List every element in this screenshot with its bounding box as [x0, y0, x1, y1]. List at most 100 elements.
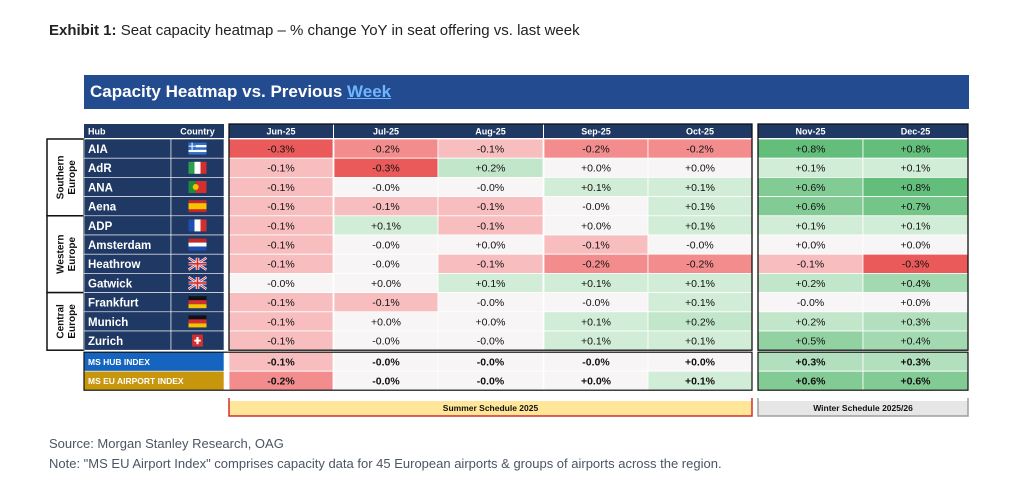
heat-value: +0.1%: [795, 220, 825, 232]
winter-schedule-label: Winter Schedule 2025/26: [813, 403, 913, 413]
heat-value: +0.6%: [795, 201, 825, 213]
heat-value: +0.0%: [900, 297, 930, 309]
winter-schedule-bar: [758, 401, 968, 416]
portugal-flag-icon: [188, 181, 207, 193]
heat-value: +0.1%: [685, 201, 715, 213]
heat-value: +0.4%: [900, 336, 930, 348]
heat-value: +0.1%: [685, 336, 715, 348]
winter-schedule-bracket: [757, 398, 969, 417]
heat-value: +0.1%: [475, 278, 505, 290]
index-value: +0.3%: [795, 357, 826, 369]
hub-label: Munich: [88, 317, 128, 329]
heat-value: -0.0%: [477, 297, 504, 309]
index-value: +0.0%: [581, 376, 612, 388]
heatmap-banner: Capacity Heatmap vs. Previous Week: [84, 75, 969, 109]
header-hub-cell: [84, 124, 224, 138]
heat-value: +0.7%: [900, 201, 930, 213]
heat-value: -0.1%: [267, 240, 294, 252]
hub-label: Zurich: [88, 336, 123, 348]
heat-value: -0.1%: [267, 163, 294, 175]
summer-schedule-bar: [229, 401, 752, 416]
heat-value: -0.0%: [477, 182, 504, 194]
winter-table-border: [757, 123, 969, 351]
spain-flag-icon: [188, 200, 207, 213]
heat-value: -0.0%: [372, 259, 399, 271]
hub-label: AdR: [88, 163, 112, 175]
hub-label: ANA: [88, 182, 113, 194]
heat-value: +0.1%: [900, 220, 930, 232]
netherlands-flag-icon: [188, 238, 207, 251]
index-value: +0.6%: [900, 376, 931, 388]
heat-value: +0.1%: [581, 182, 611, 194]
heat-value: +0.1%: [685, 297, 715, 309]
hub-label: Gatwick: [88, 278, 133, 290]
germany-flag-icon: [188, 315, 207, 328]
heat-value: +0.0%: [685, 163, 715, 175]
group-label: WesternEurope: [56, 235, 79, 274]
heat-value: -0.1%: [267, 182, 294, 194]
header-country-label: Country: [180, 127, 215, 137]
hub-label: Heathrow: [88, 259, 140, 271]
heat-value: -0.2%: [582, 259, 609, 271]
footnote: Note: "MS EU Airport Index" comprises ca…: [49, 456, 722, 471]
group-cell: [46, 215, 85, 294]
heat-value: +0.2%: [685, 316, 715, 328]
header-month-cell: [863, 124, 968, 138]
heat-value: +0.0%: [795, 240, 825, 252]
heat-value: -0.1%: [372, 297, 399, 309]
header-month-Jun-25: Jun-25: [266, 127, 295, 137]
index-value: -0.0%: [582, 357, 610, 369]
heat-value: +0.2%: [795, 278, 825, 290]
header-month-cell: [758, 124, 863, 138]
heat-value: +0.6%: [795, 182, 825, 194]
header-month-cell: [544, 124, 648, 138]
heat-value: -0.1%: [267, 336, 294, 348]
heat-value: +0.2%: [475, 163, 505, 175]
switzerland-flag-icon: [192, 334, 203, 347]
heat-value: -0.1%: [477, 259, 504, 271]
hub-label: Aena: [88, 202, 117, 214]
heatmap-chart: Hub Country Jun-25 Jul-25 Aug-25 Sep-25 Oct-25…: [46, 123, 969, 417]
heat-value: +0.0%: [900, 240, 930, 252]
heat-value: +0.8%: [795, 144, 825, 156]
heat-value: -0.1%: [267, 297, 294, 309]
index-summer-border: [83, 351, 753, 391]
heat-value: -0.2%: [582, 144, 609, 156]
heat-value: +0.3%: [900, 316, 930, 328]
source-note: Source: Morgan Stanley Research, OAG: [49, 436, 284, 451]
header-month-Jul-25: Jul-25: [373, 127, 399, 137]
summer-table-border: [228, 123, 753, 351]
heat-value: -0.2%: [372, 144, 399, 156]
banner-week-link[interactable]: Week: [347, 82, 392, 101]
heat-value: +0.0%: [371, 316, 401, 328]
heat-value: -0.2%: [686, 144, 713, 156]
greece-flag-icon: [188, 142, 207, 155]
index-winter-border: [757, 351, 969, 391]
hub-label: Amsterdam: [88, 240, 151, 252]
heat-value: -0.0%: [267, 278, 294, 290]
index-label: MS HUB INDEX: [88, 357, 150, 367]
heat-value: -0.0%: [686, 240, 713, 252]
heat-value: +0.1%: [900, 163, 930, 175]
heat-value: -0.3%: [902, 259, 929, 271]
heat-value: +0.8%: [900, 182, 930, 194]
index-value: -0.0%: [372, 376, 400, 388]
index-value: +0.0%: [685, 357, 716, 369]
index-value: -0.0%: [477, 376, 505, 388]
summer-schedule-label: Summer Schedule 2025: [443, 403, 539, 413]
heat-value: +0.5%: [795, 336, 825, 348]
header-month-Sep-25: Sep-25: [581, 127, 611, 137]
header-hub-label: Hub: [88, 127, 106, 137]
summer-schedule-bracket: [228, 398, 753, 417]
heat-value: +0.1%: [581, 316, 611, 328]
heat-value: -0.1%: [372, 201, 399, 213]
heat-value: +0.1%: [581, 278, 611, 290]
heat-value: -0.1%: [797, 259, 824, 271]
index-value: -0.0%: [372, 357, 400, 369]
heat-value: -0.0%: [372, 182, 399, 194]
heat-value: -0.0%: [477, 336, 504, 348]
heat-value: -0.0%: [372, 336, 399, 348]
france-flag-icon: [188, 219, 207, 232]
heat-value: +0.1%: [685, 182, 715, 194]
heat-value: -0.1%: [267, 220, 294, 232]
